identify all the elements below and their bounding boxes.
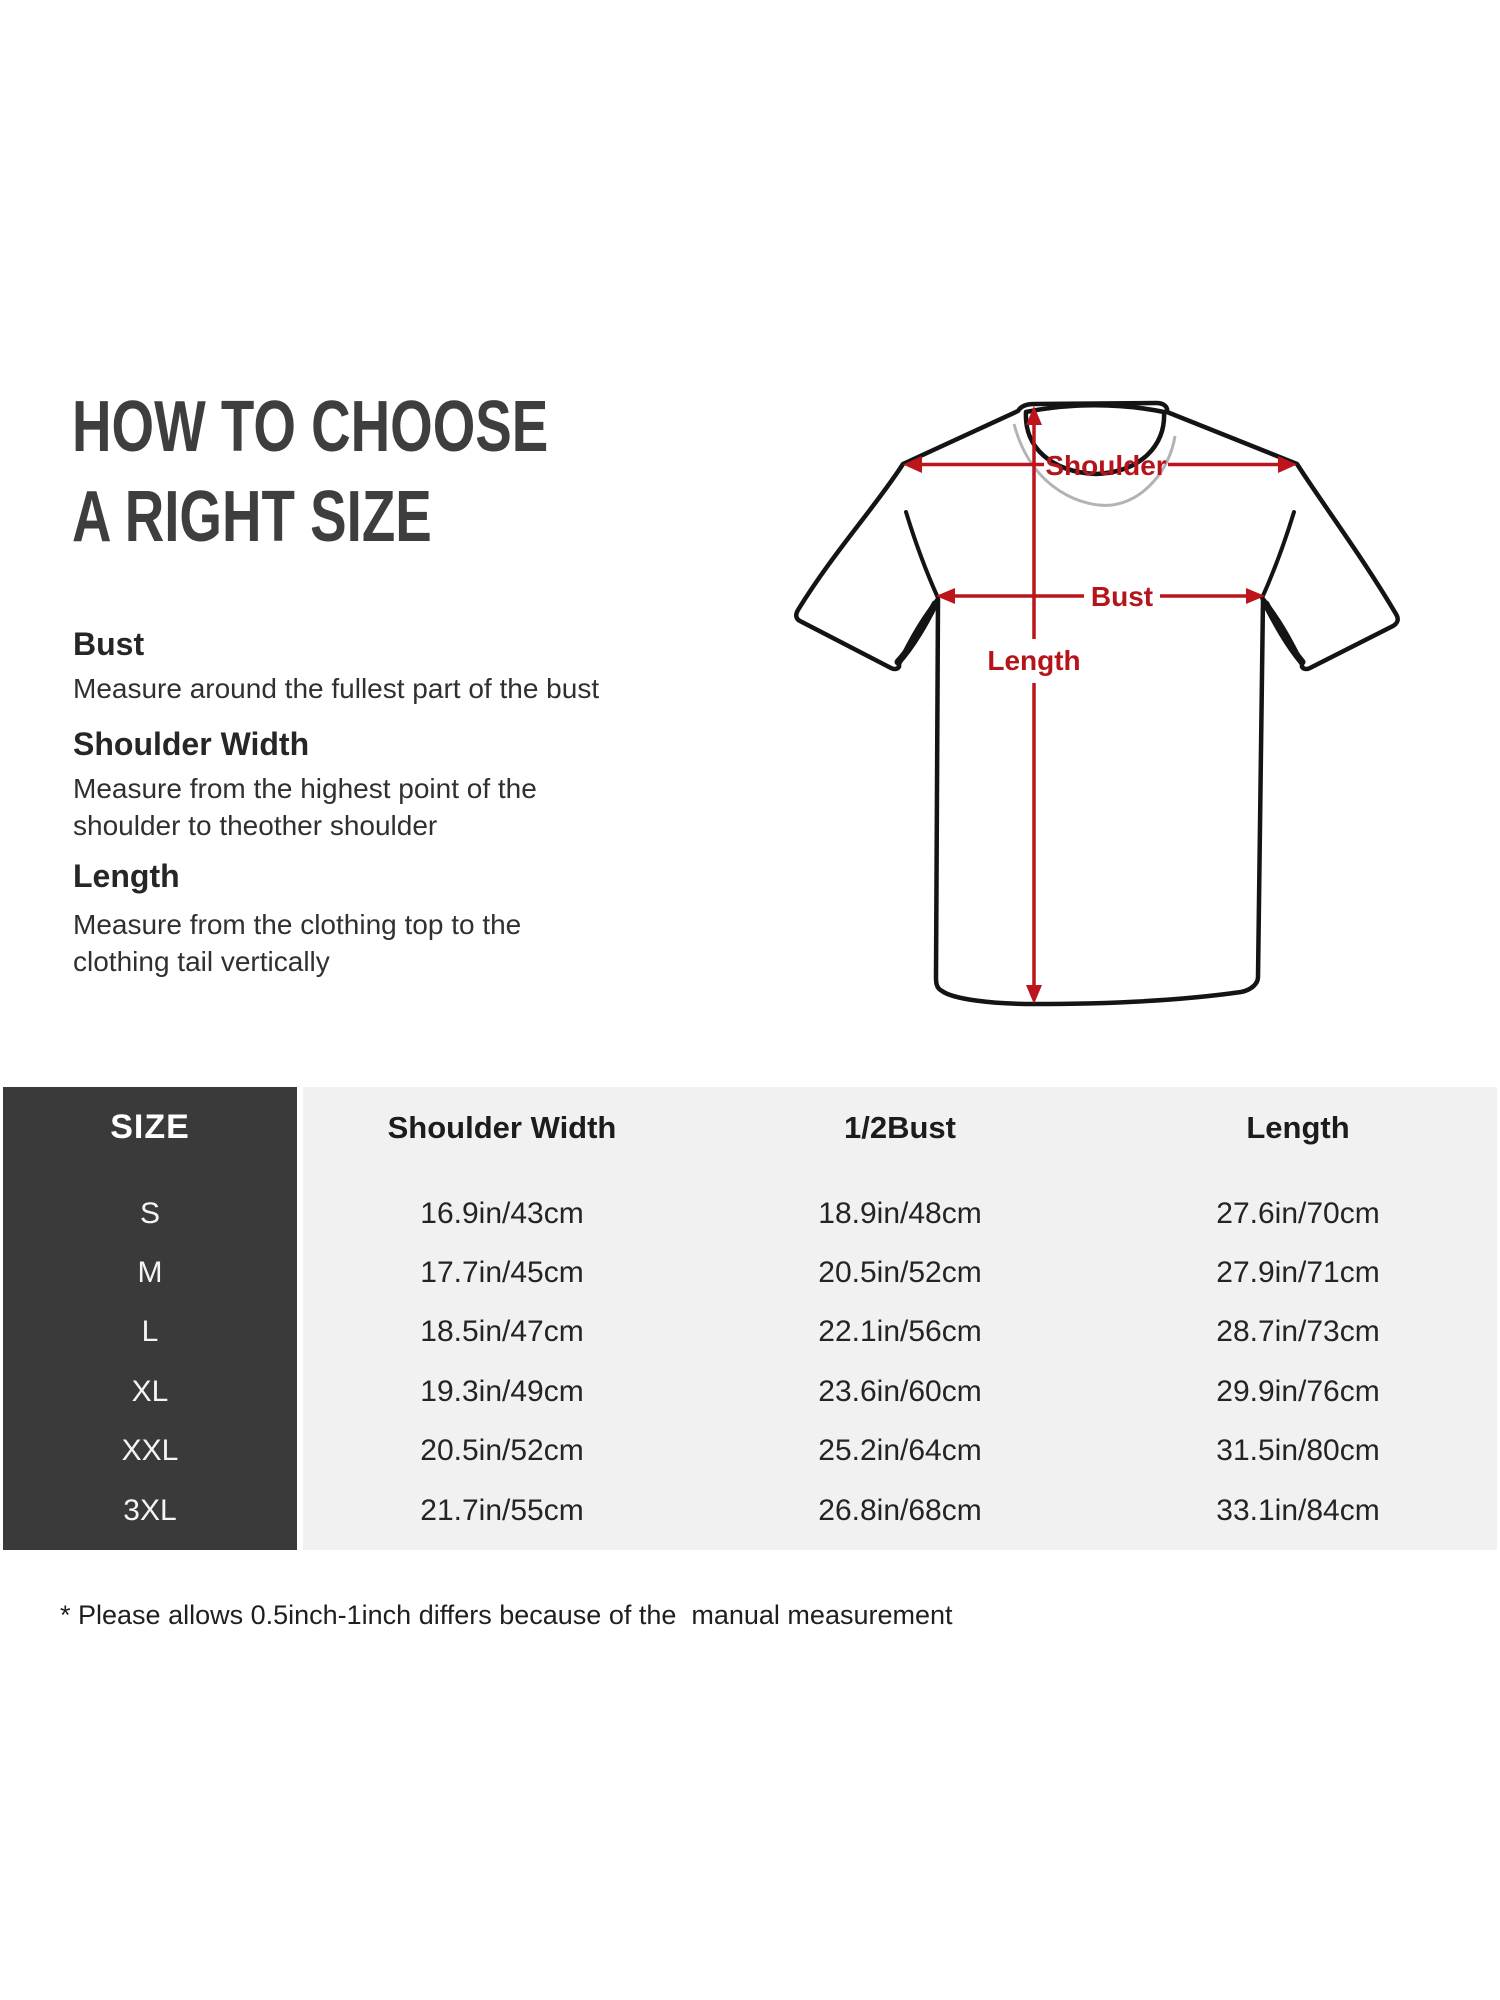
bust-description: Measure around the fullest part of the b… [73,673,600,704]
bust-value: 22.1in/56cm [818,1315,982,1349]
length-value: 28.7in/73cm [1216,1315,1380,1349]
shoulder-arrow-label: Shoulder [1045,450,1166,481]
size-label: XXL [121,1434,179,1468]
table-row-l: L 18.5in/47cm 22.1in/56cm 28.7in/73cm [3,1303,1497,1362]
length-value: 27.9in/71cm [1216,1256,1380,1290]
armhole-seams [894,510,1306,666]
page-title-line2: A RIGHT SIZE [72,477,432,557]
collar-shadow-line [1012,423,1177,507]
shoulder-value: 17.7in/45cm [420,1256,584,1290]
shoulder-value: 19.3in/49cm [420,1374,584,1408]
size-label: 3XL [123,1493,177,1527]
values-area-background [303,1087,1497,1550]
shoulder-value: 18.5in/47cm [420,1315,584,1349]
length-value: 27.6in/70cm [1216,1196,1380,1230]
bust-value: 18.9in/48cm [818,1196,982,1230]
size-label: M [137,1256,163,1290]
table-row-xxl: XXL 20.5in/52cm 25.2in/64cm 31.5in/80cm [3,1422,1497,1481]
measurement-lines [903,406,1297,1004]
length-value: 31.5in/80cm [1216,1434,1380,1468]
shoulder-width-heading: Shoulder Width [73,726,310,762]
table-header-row: SIZE Shoulder Width 1/2Bust Length [3,1087,1497,1184]
measurement-disclaimer: * Please allows 0.5inch-1inch differs be… [60,1600,953,1630]
page-title: HOW TO CHOOSE A RIGHT SIZE [72,382,548,562]
bust-value: 26.8in/68cm [818,1493,982,1527]
shoulder-width-description: Measure from the highest point of the sh… [73,773,537,841]
bust-value: 25.2in/64cm [818,1434,982,1468]
length-value: 29.9in/76cm [1216,1374,1380,1408]
table-row-s: S 16.9in/43cm 18.9in/48cm 27.6in/70cm [3,1184,1497,1243]
size-label: XL [131,1374,169,1408]
shoulder-value: 16.9in/43cm [420,1196,584,1230]
size-table-grid: SIZE Shoulder Width 1/2Bust Length S 16.… [3,1087,1497,1550]
length-arrow-label: Length [987,645,1080,676]
bust-value: 23.6in/60cm [818,1374,982,1408]
bust-arrow-label: Bust [1091,581,1153,612]
size-table: SIZE Shoulder Width 1/2Bust Length S 16.… [3,1087,1497,1550]
shoulder-value: 20.5in/52cm [420,1434,584,1468]
length-heading: Length [73,858,180,894]
table-row-3xl: 3XL 21.7in/55cm 26.8in/68cm 33.1in/84cm [3,1481,1497,1540]
bust-value: 20.5in/52cm [818,1256,982,1290]
length-value: 33.1in/84cm [1216,1493,1380,1527]
tshirt-outline-icon [794,400,1400,1007]
header-half-bust: 1/2Bust [844,1109,956,1145]
bust-heading: Bust [73,626,145,662]
size-column-background [3,1087,297,1550]
header-size: SIZE [110,1108,190,1146]
header-length: Length [1246,1109,1350,1145]
header-shoulder-width: Shoulder Width [387,1109,617,1145]
page-title-line1: HOW TO CHOOSE [72,387,549,467]
length-description: Measure from the clothing top to the clo… [73,909,522,977]
table-row-xl: XL 19.3in/49cm 23.6in/60cm 29.9in/76cm [3,1362,1497,1421]
shoulder-value: 21.7in/55cm [420,1493,584,1527]
size-label: S [139,1196,160,1230]
size-label: L [141,1315,159,1349]
table-row-m: M 17.7in/45cm 20.5in/52cm 27.9in/71cm [3,1243,1497,1302]
